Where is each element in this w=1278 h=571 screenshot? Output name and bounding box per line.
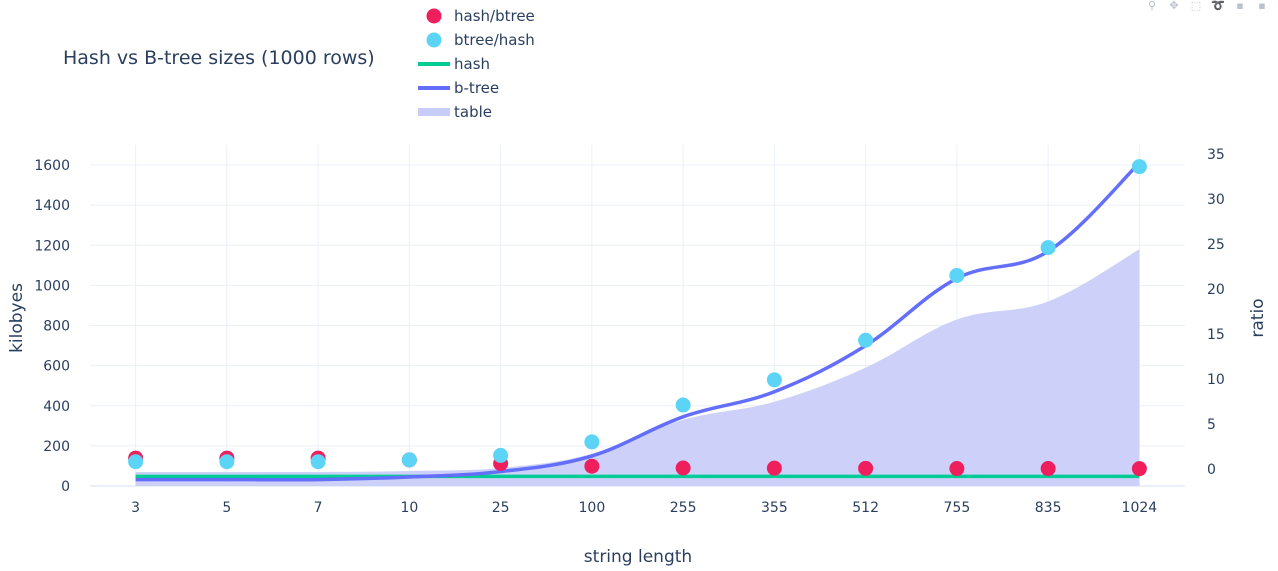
y-tick-label: 1200	[34, 238, 70, 254]
y2-tick-label: 10	[1207, 372, 1225, 388]
point-hash-btree[interactable]	[949, 461, 965, 477]
legend-label: hash/btree	[454, 7, 535, 25]
y2-axis-title: ratio	[1248, 298, 1268, 337]
point-btree-hash[interactable]	[949, 267, 965, 283]
plot-area[interactable]	[135, 249, 1140, 486]
y-tick-label: 1600	[34, 158, 70, 174]
point-btree-hash[interactable]	[219, 454, 235, 470]
point-btree-hash[interactable]	[401, 452, 417, 468]
box-select-icon[interactable]: ⬚	[1190, 0, 1202, 12]
x-tick-label: 10	[400, 500, 418, 516]
point-btree-hash[interactable]	[584, 434, 600, 450]
area-table[interactable]	[135, 249, 1140, 486]
series-lines[interactable]	[135, 161, 1141, 482]
y-axis: 0 200 400 600 800 1000 1200 1400 1600	[34, 158, 70, 495]
x-tick-label: 25	[492, 500, 510, 516]
point-btree-hash[interactable]	[1040, 240, 1056, 256]
line-b-tree[interactable]	[135, 161, 1141, 482]
y2-tick-label: 25	[1207, 237, 1225, 253]
point-btree-hash[interactable]	[493, 447, 509, 463]
y-axis-title: kilobyes	[7, 283, 27, 353]
y2-tick-label: 5	[1207, 417, 1216, 433]
x-tick-label: 5	[222, 500, 231, 516]
x-tick-label: 512	[852, 500, 879, 516]
y2-axis: 0 5 10 15 20 25 30 35	[1207, 147, 1225, 478]
point-hash-btree[interactable]	[858, 460, 874, 476]
legend-item-table[interactable]: table	[418, 103, 492, 121]
zoom-in-icon[interactable]: ▪	[1236, 0, 1244, 12]
legend[interactable]: hash/btree btree/hash hash b-tree table	[418, 7, 535, 121]
point-hash-btree[interactable]	[766, 460, 782, 476]
y2-tick-label: 35	[1207, 147, 1225, 163]
point-hash-btree[interactable]	[675, 460, 691, 476]
y-tick-label: 400	[43, 399, 70, 415]
point-btree-hash[interactable]	[310, 454, 326, 470]
x-tick-label: 7	[314, 500, 323, 516]
point-btree-hash[interactable]	[858, 332, 874, 348]
point-btree-hash[interactable]	[766, 372, 782, 388]
x-axis: 3 5 7 10 25 100 255 355 512 755 835 1024	[131, 500, 1157, 516]
x-tick-label: 355	[761, 500, 788, 516]
zoom-icon[interactable]: ⚲	[1147, 0, 1157, 12]
y-tick-label: 1000	[34, 278, 70, 294]
x-tick-label: 755	[944, 500, 971, 516]
legend-item-hash[interactable]: hash	[418, 55, 490, 73]
point-hash-btree[interactable]	[1040, 461, 1056, 477]
legend-swatch	[426, 8, 442, 24]
x-axis-title: string length	[584, 547, 692, 567]
x-tick-label: 835	[1035, 500, 1062, 516]
zoom-out-icon[interactable]: ▪	[1258, 0, 1266, 12]
pan-icon[interactable]: ✥	[1169, 0, 1179, 12]
y2-tick-label: 0	[1207, 462, 1216, 478]
legend-item-hash-btree[interactable]: hash/btree	[426, 7, 535, 25]
series-markers[interactable]	[128, 159, 1147, 477]
x-tick-label: 1024	[1122, 500, 1158, 516]
y-tick-label: 200	[43, 439, 70, 455]
x-tick-label: 3	[131, 500, 140, 516]
legend-swatch	[418, 108, 450, 116]
chart-title: Hash vs B-tree sizes (1000 rows)	[63, 47, 375, 69]
legend-label: b-tree	[454, 79, 499, 97]
x-tick-label: 255	[670, 500, 697, 516]
y2-tick-label: 30	[1207, 192, 1225, 208]
y2-tick-label: 15	[1207, 327, 1225, 343]
point-btree-hash[interactable]	[1131, 159, 1147, 175]
modebar: ⚲ ✥ ⬚ ➰ ▪ ▪	[1144, 0, 1270, 12]
legend-item-b-tree[interactable]: b-tree	[418, 79, 499, 97]
point-hash-btree[interactable]	[584, 458, 600, 474]
point-btree-hash[interactable]	[675, 397, 691, 413]
y2-tick-label: 20	[1207, 282, 1225, 298]
lasso-select-icon[interactable]: ➰	[1211, 0, 1225, 12]
point-hash-btree[interactable]	[1131, 461, 1147, 477]
y-tick-label: 1400	[34, 198, 70, 214]
legend-label: hash	[454, 55, 490, 73]
y-tick-label: 0	[61, 479, 70, 495]
y-tick-label: 600	[43, 359, 70, 375]
legend-item-btree-hash[interactable]: btree/hash	[426, 31, 535, 49]
point-btree-hash[interactable]	[128, 454, 144, 470]
legend-label: table	[454, 103, 492, 121]
legend-label: btree/hash	[454, 31, 535, 49]
x-tick-label: 100	[579, 500, 606, 516]
legend-swatch	[426, 32, 442, 48]
y-tick-label: 800	[43, 319, 70, 335]
